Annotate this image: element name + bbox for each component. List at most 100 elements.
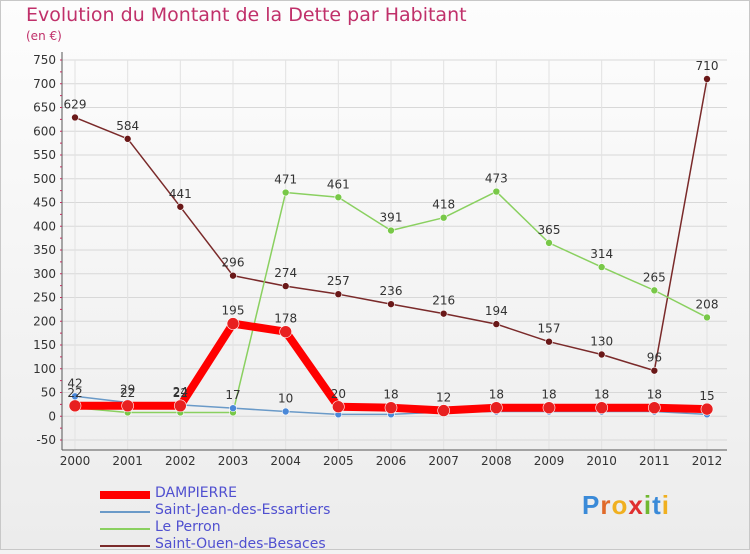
- data-label: 22: [67, 386, 82, 400]
- data-point: [123, 135, 132, 143]
- data-point: [439, 309, 448, 318]
- data-point: [68, 399, 82, 413]
- data-point: [703, 313, 711, 322]
- data-label: 441: [169, 187, 192, 201]
- data-label: 473: [485, 172, 508, 186]
- data-label: 17: [225, 388, 240, 402]
- data-point: [281, 282, 290, 290]
- data-point: [229, 271, 237, 280]
- data-label: 274: [274, 266, 297, 280]
- data-label: 18: [647, 388, 662, 402]
- data-point: [281, 407, 290, 416]
- y-tick-label: 100: [33, 362, 56, 376]
- data-label: 178: [274, 312, 297, 326]
- data-point: [492, 320, 501, 328]
- data-point: [648, 401, 661, 415]
- logo-letter: i: [643, 490, 653, 520]
- data-label: 314: [590, 247, 613, 261]
- data-label: 29: [120, 382, 135, 396]
- data-label: 584: [116, 119, 139, 133]
- data-label: 24: [173, 385, 188, 399]
- data-point: [176, 202, 185, 211]
- data-label: 42: [67, 376, 82, 390]
- data-point: [597, 263, 606, 271]
- data-point: [279, 325, 292, 339]
- data-point: [595, 401, 608, 415]
- legend-label: DAMPIERRE: [155, 485, 237, 501]
- x-tick-label: 2009: [534, 454, 565, 468]
- y-tick-label: 300: [33, 267, 56, 281]
- data-point: [437, 404, 450, 417]
- proxiti-logo: Proxiti: [582, 490, 670, 521]
- y-tick-label: 500: [33, 172, 56, 186]
- data-point: [597, 350, 606, 359]
- data-point: [71, 113, 79, 122]
- chart-title: Evolution du Montant de la Dette par Hab…: [26, 4, 467, 26]
- y-tick-label: 650: [33, 101, 56, 115]
- x-tick-label: 2004: [270, 454, 301, 468]
- data-point: [229, 404, 237, 412]
- data-point: [174, 399, 187, 413]
- data-point: [650, 366, 659, 375]
- data-point: [332, 400, 345, 414]
- data-label: 365: [538, 223, 561, 237]
- legend-swatch: [100, 545, 150, 547]
- legend-label: Saint-Jean-des-Essartiers: [155, 502, 331, 518]
- data-point: [334, 193, 343, 202]
- data-point: [700, 402, 714, 416]
- data-label: 471: [274, 173, 297, 187]
- data-label: 22: [173, 386, 188, 400]
- logo-letter: o: [611, 490, 629, 520]
- y-tick-label: -50: [36, 433, 56, 447]
- legend-label: Saint-Ouen-des-Besaces: [155, 536, 326, 552]
- data-label: 265: [643, 270, 666, 284]
- data-point: [650, 286, 659, 295]
- y-tick-label: 600: [33, 124, 56, 138]
- data-label: 18: [383, 388, 398, 402]
- legend-label: Le Perron: [155, 519, 221, 535]
- x-tick-label: 2005: [323, 454, 354, 468]
- data-label: 10: [278, 392, 293, 406]
- data-label: 18: [594, 388, 609, 402]
- data-label: 12: [436, 391, 451, 405]
- data-label: 195: [222, 304, 245, 318]
- data-point: [334, 290, 343, 298]
- x-tick-label: 2002: [165, 454, 196, 468]
- x-tick-label: 2007: [428, 454, 459, 468]
- data-label: 236: [380, 284, 403, 298]
- data-point: [384, 401, 398, 415]
- data-label: 20: [331, 387, 346, 401]
- logo-letter: i: [661, 490, 670, 520]
- y-tick-label: 0: [48, 409, 56, 423]
- data-point: [492, 187, 501, 196]
- logo-letter: t: [652, 490, 662, 520]
- data-point: [281, 188, 290, 197]
- y-tick-label: 150: [33, 338, 56, 352]
- data-point: [703, 75, 711, 83]
- data-label: 18: [489, 388, 504, 402]
- y-tick-label: 450: [33, 196, 56, 210]
- data-label: 157: [538, 322, 561, 336]
- x-tick-label: 2008: [481, 454, 512, 468]
- data-label: 629: [64, 97, 87, 111]
- data-point: [121, 399, 134, 413]
- logo-letter: P: [582, 490, 601, 520]
- data-label: 461: [327, 177, 350, 191]
- x-tick-label: 2012: [692, 454, 723, 468]
- x-tick-label: 2001: [112, 454, 143, 468]
- data-label: 216: [432, 294, 455, 308]
- data-label: 257: [327, 274, 350, 288]
- data-label: 194: [485, 304, 508, 318]
- data-label: 15: [699, 389, 714, 403]
- y-tick-label: 250: [33, 291, 56, 305]
- data-label: 391: [380, 211, 403, 225]
- y-tick-label: 350: [33, 243, 56, 257]
- x-tick-label: 2006: [376, 454, 407, 468]
- y-tick-label: 50: [41, 386, 56, 400]
- chart-subtitle: (en €): [26, 29, 62, 43]
- data-point: [545, 239, 553, 247]
- y-tick-label: 750: [33, 53, 56, 67]
- data-label: 22: [120, 386, 135, 400]
